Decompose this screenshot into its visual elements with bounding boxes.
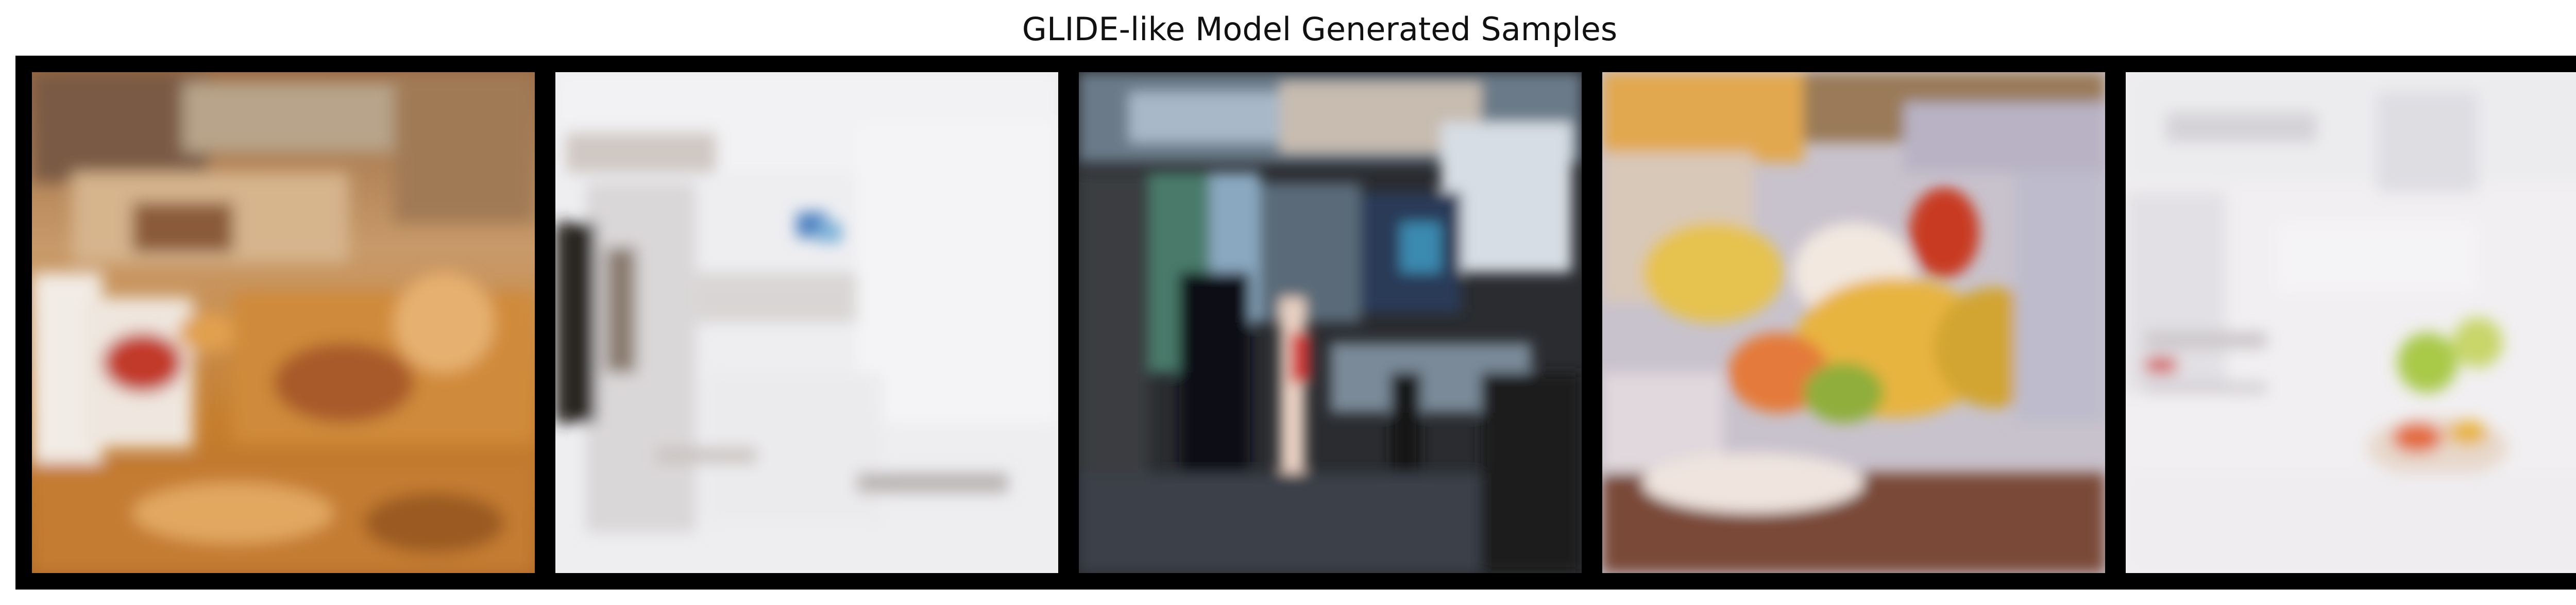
figure-title: GLIDE-like Model Generated Samples — [1022, 10, 1618, 48]
sample-5-image — [2126, 72, 2576, 573]
generated-sample-3 — [1079, 72, 1582, 573]
sample-4-image — [1602, 72, 2105, 573]
generated-sample-5 — [2126, 72, 2576, 573]
generated-sample-4 — [1602, 72, 2105, 573]
sample-1-image — [32, 72, 535, 573]
sample-3-image — [1079, 72, 1582, 573]
sample-2-image — [555, 72, 1058, 573]
generated-sample-2 — [555, 72, 1058, 573]
sample-grid — [15, 56, 2576, 590]
generated-sample-1 — [32, 72, 535, 573]
